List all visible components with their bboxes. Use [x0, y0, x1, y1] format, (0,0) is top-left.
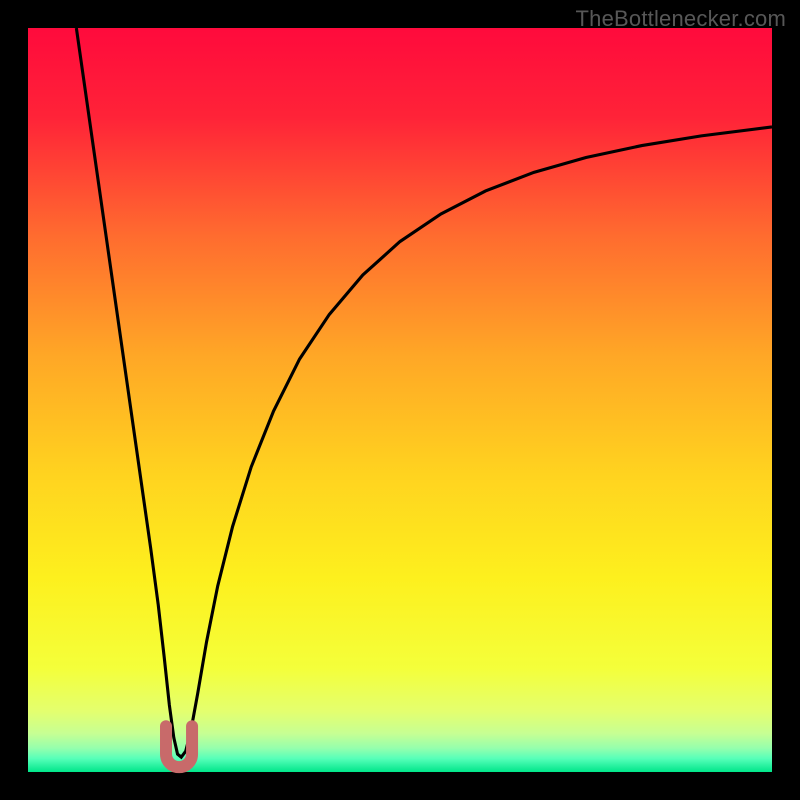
chart-plot-area	[28, 28, 772, 772]
bottleneck-curve-chart	[0, 0, 800, 800]
attribution-text: TheBottlenecker.com	[576, 6, 786, 32]
chart-container: TheBottlenecker.com	[0, 0, 800, 800]
